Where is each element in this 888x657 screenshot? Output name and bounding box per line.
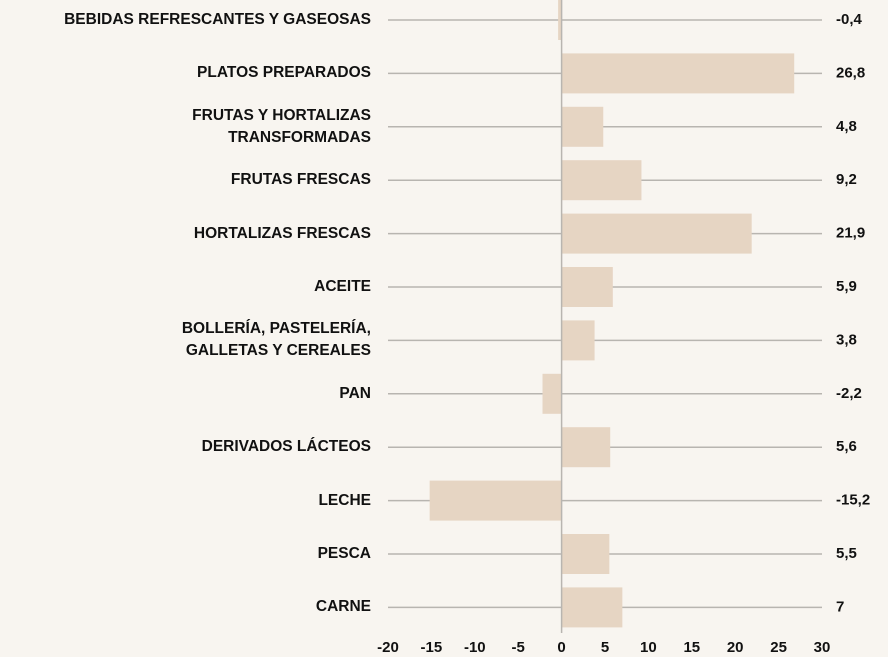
value-label: 9,2 xyxy=(836,171,857,188)
category-label: PLATOS PREPARADOS xyxy=(197,64,371,82)
bar xyxy=(561,534,610,574)
x-tick-label: -20 xyxy=(377,639,399,656)
value-label: 4,8 xyxy=(836,118,857,135)
x-tick-label: 0 xyxy=(557,639,565,656)
x-tick-label: 5 xyxy=(601,639,609,656)
value-label: 3,8 xyxy=(836,331,857,348)
value-label: 7 xyxy=(836,598,844,615)
bar xyxy=(561,160,642,201)
category-label: FRUTAS Y HORTALIZAS TRANSFORMADAS xyxy=(192,106,371,146)
category-label: BOLLERÍA, PASTELERÍA, GALLETAS Y CEREALE… xyxy=(181,320,371,360)
x-tick-label: -10 xyxy=(464,639,486,656)
category-label: BEBIDAS REFRESCANTES Y GASEOSAS xyxy=(64,11,371,28)
bar xyxy=(561,106,604,147)
bar xyxy=(561,267,613,307)
x-tick-label: 25 xyxy=(770,639,787,656)
x-tick-label: -5 xyxy=(512,639,525,656)
value-label: -0,4 xyxy=(836,11,863,28)
value-label: 5,5 xyxy=(836,545,857,562)
value-label: 26,8 xyxy=(836,64,865,81)
category-label: FRUTAS FRESCAS xyxy=(230,171,371,189)
value-label: -15,2 xyxy=(836,492,870,509)
value-label: 5,9 xyxy=(836,278,857,295)
bar xyxy=(558,0,562,40)
category-label: CARNE xyxy=(315,598,371,616)
value-label: 21,9 xyxy=(836,225,865,242)
category-label: LECHE xyxy=(318,491,371,509)
bar xyxy=(561,53,795,94)
bar xyxy=(561,320,595,361)
category-label: DERIVADOS LÁCTEOS xyxy=(201,438,371,456)
x-tick-label: -15 xyxy=(421,639,443,656)
bar xyxy=(561,587,623,628)
value-label: -2,2 xyxy=(836,385,862,402)
bar xyxy=(561,213,752,254)
category-label: PAN xyxy=(339,384,371,402)
value-label: 5,6 xyxy=(836,438,857,455)
category-label: PESCA xyxy=(317,545,371,562)
x-tick-label: 20 xyxy=(727,639,744,656)
x-tick-label: 10 xyxy=(640,639,657,656)
bar xyxy=(429,480,562,521)
category-label: HORTALIZAS FRESCAS xyxy=(193,224,371,242)
category-label: ACEITE xyxy=(314,278,371,295)
bar xyxy=(542,373,562,414)
x-tick-label: 15 xyxy=(683,639,700,656)
bar xyxy=(561,427,611,468)
x-tick-label: 30 xyxy=(814,639,831,656)
